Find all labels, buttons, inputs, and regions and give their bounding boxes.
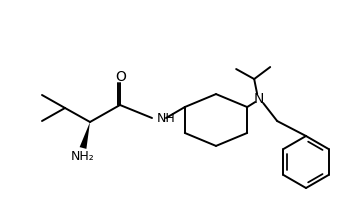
Polygon shape: [80, 122, 90, 149]
Text: O: O: [115, 70, 126, 84]
Text: NH₂: NH₂: [71, 150, 95, 162]
Text: NH: NH: [157, 111, 176, 125]
Text: N: N: [254, 92, 264, 106]
